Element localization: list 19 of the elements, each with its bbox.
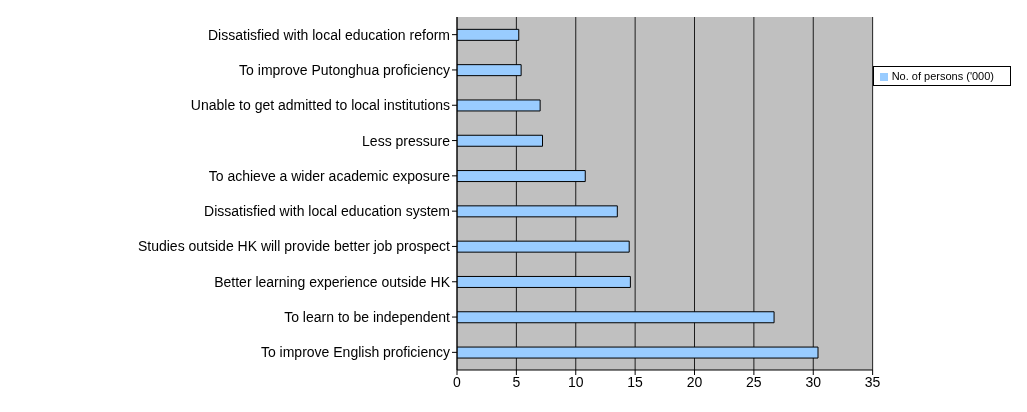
legend-label: No. of persons ('000) xyxy=(891,70,994,82)
y-tick-label: Dissatisfied with local education reform xyxy=(208,26,450,43)
x-tick-label: 10 xyxy=(567,373,584,390)
x-tick-label: 35 xyxy=(864,373,881,390)
x-tick-label: 20 xyxy=(686,373,703,390)
y-tick-label: Better learning experience outside HK xyxy=(214,273,451,290)
x-tick-label: 0 xyxy=(453,373,462,390)
x-tick-label: 25 xyxy=(746,373,762,390)
y-tick-label: To learn to be independent xyxy=(284,309,451,326)
y-tick-label: To achieve a wider academic exposure xyxy=(208,167,451,184)
y-tick-label: Unable to get admitted to local institutions xyxy=(190,97,450,114)
x-tick-label: 5 xyxy=(512,373,521,390)
x-tick-label: 30 xyxy=(805,373,822,390)
y-tick-label: Studies outside HK will provide better job prospect xyxy=(137,238,451,255)
y-tick-label: To improve Putonghua proficiency xyxy=(239,61,450,78)
y-tick-label: Dissatisfied with local education system xyxy=(204,203,450,220)
x-tick-label: 15 xyxy=(627,373,644,390)
y-tick-label: To improve English proficiency xyxy=(260,344,450,361)
y-tick-label: Less pressure xyxy=(362,132,451,149)
